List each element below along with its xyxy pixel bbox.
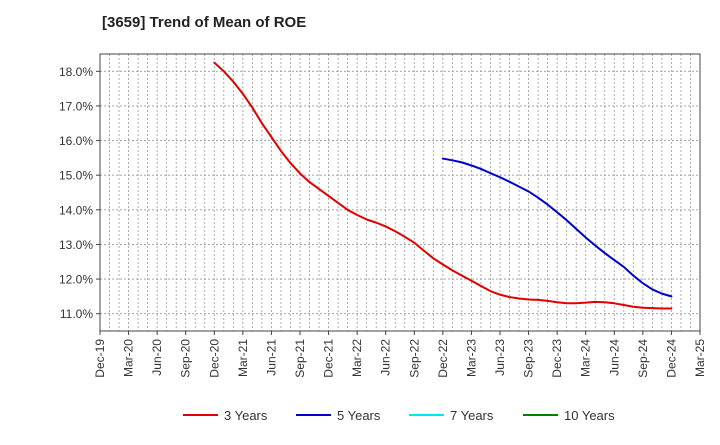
x-tick-label: Sep-20 [179, 339, 193, 378]
legend: 3 Years 5 Years 7 Years 10 Years [183, 408, 615, 423]
x-tick-label: Jun-24 [607, 339, 621, 376]
y-tick-label: 13.0% [59, 238, 93, 252]
x-tick-label: Mar-22 [350, 339, 364, 377]
y-tick-label: 15.0% [59, 169, 93, 183]
y-tick-label: 12.0% [59, 273, 93, 287]
x-tick-label: Dec-20 [207, 339, 221, 378]
y-tick-label: 14.0% [59, 203, 93, 217]
legend-label: 10 Years [564, 408, 615, 423]
legend-label: 3 Years [224, 408, 268, 423]
x-tick-label: Jun-21 [264, 339, 278, 376]
x-tick-label: Dec-24 [664, 339, 678, 378]
y-tick-label: 11.0% [60, 307, 93, 321]
x-tick-label: Dec-22 [436, 339, 450, 378]
x-tick-label: Mar-24 [579, 339, 593, 377]
y-tick-label: 18.0% [59, 65, 93, 79]
x-tick-label: Dec-21 [322, 339, 336, 378]
x-tick-label: Jun-22 [379, 339, 393, 376]
y-axis-tick-labels: 11.0% 12.0% 13.0% 14.0% 15.0% 16.0% 17.0% 18.0% [59, 65, 100, 321]
x-tick-label: Mar-25 [693, 339, 707, 377]
x-tick-label: Mar-23 [464, 339, 478, 377]
x-tick-label: Sep-24 [636, 339, 650, 378]
series-lines [213, 61, 673, 310]
y-tick-label: 16.0% [59, 134, 93, 148]
x-tick-label: Sep-21 [293, 339, 307, 378]
legend-label: 5 Years [337, 408, 381, 423]
x-axis-tick-labels: Dec-19 Mar-20 Jun-20 Sep-20 Dec-20 Mar-21 Jun-… [93, 331, 707, 378]
chart-title: [3659] Trend of Mean of ROE [102, 14, 307, 31]
legend-label: 7 Years [450, 408, 494, 423]
series-line-5-years [441, 157, 673, 298]
x-tick-label: Jun-23 [493, 339, 507, 376]
x-tick-label: Mar-20 [122, 339, 136, 377]
x-tick-label: Dec-19 [93, 339, 107, 378]
x-tick-label: Sep-23 [522, 339, 536, 378]
x-tick-label: Sep-22 [407, 339, 421, 378]
y-tick-label: 17.0% [59, 99, 93, 113]
plot-frame [99, 53, 701, 332]
x-tick-label: Dec-23 [550, 339, 564, 378]
x-tick-label: Jun-20 [150, 339, 164, 376]
series-line-3-years [213, 61, 673, 310]
x-tick-label: Mar-21 [236, 339, 250, 377]
grid-lines [100, 54, 700, 331]
plot-area [100, 54, 700, 331]
